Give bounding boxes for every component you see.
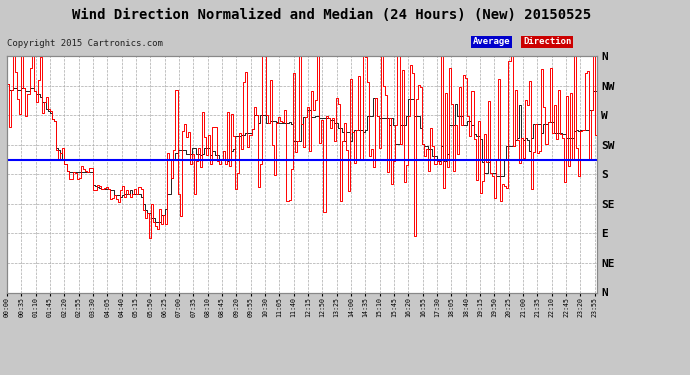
Text: Wind Direction Normalized and Median (24 Hours) (New) 20150525: Wind Direction Normalized and Median (24… (72, 8, 591, 22)
Text: Direction: Direction (523, 38, 571, 46)
Text: Copyright 2015 Cartronics.com: Copyright 2015 Cartronics.com (7, 39, 163, 48)
Text: Average: Average (473, 38, 511, 46)
